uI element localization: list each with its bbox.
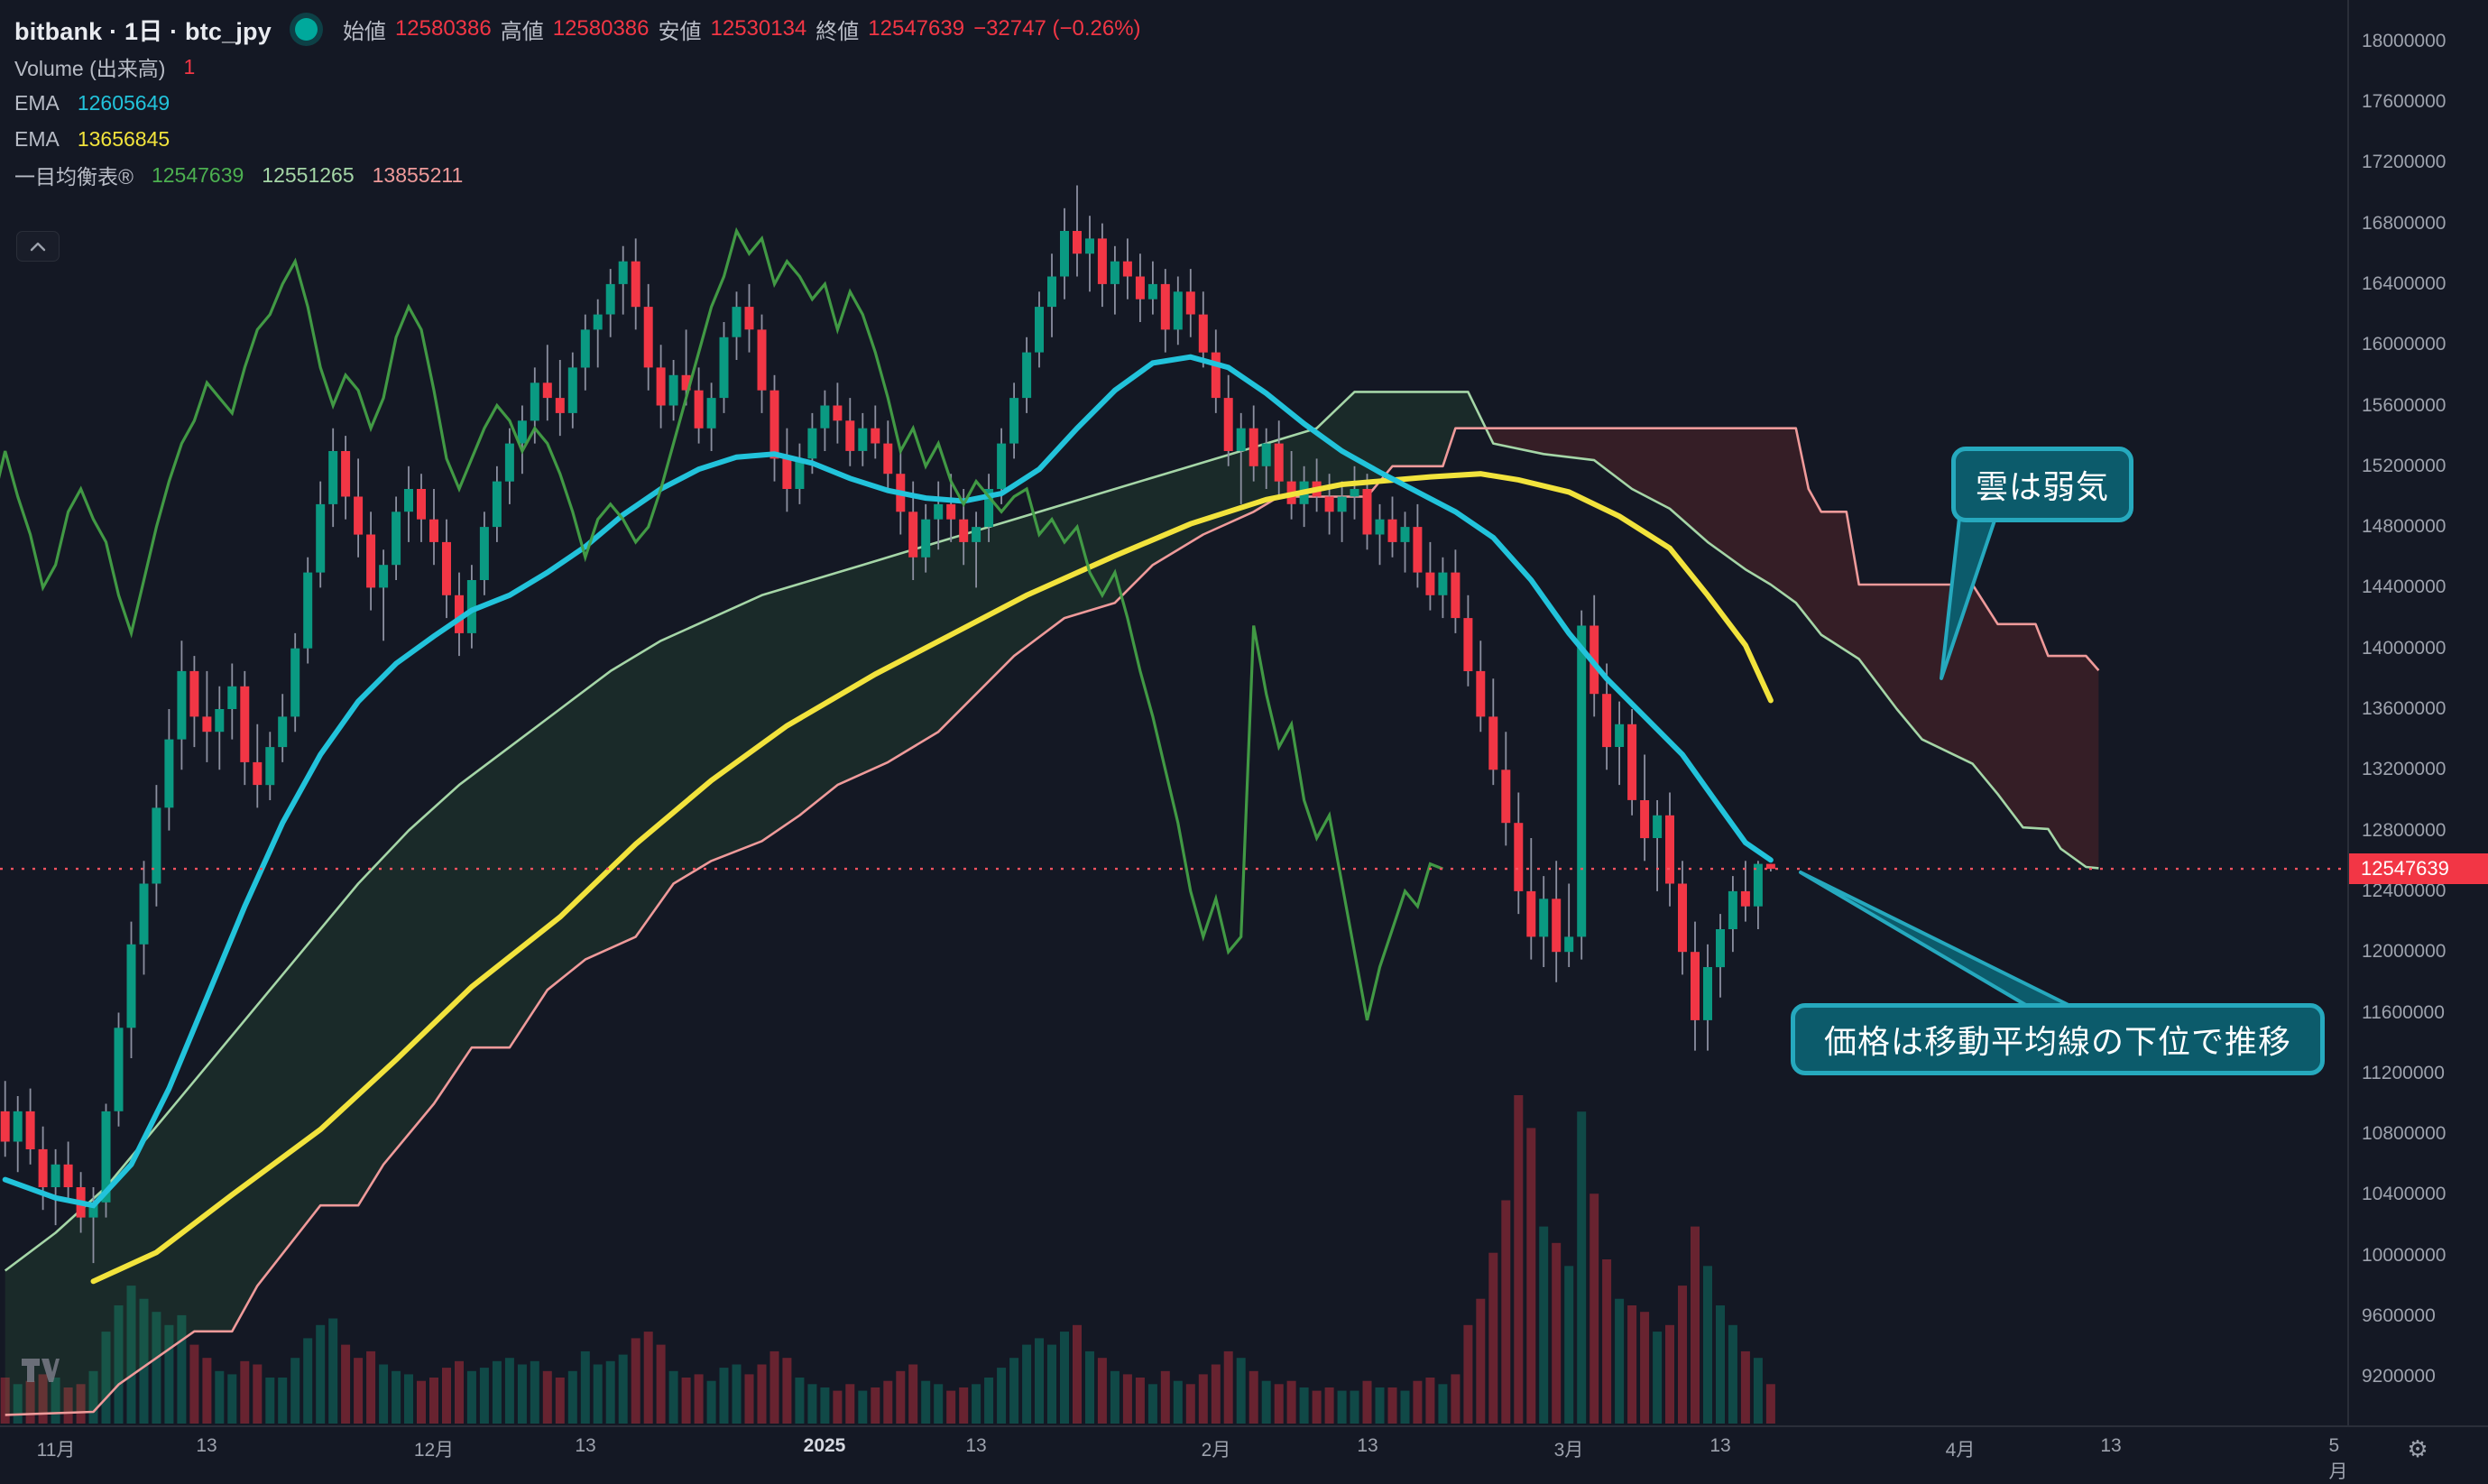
time-axis-label: 11月 [36, 1440, 76, 1461]
price-axis-label: 14000000 [2362, 638, 2447, 659]
time-axis-label: 13 [2100, 1435, 2122, 1456]
close-label: 終値 [816, 19, 860, 44]
ema-slow-label: EMA [14, 126, 60, 151]
price-axis-label: 9600000 [2362, 1305, 2436, 1326]
callout-text: 価格は移動平均線の下位で推移 [1823, 1023, 2291, 1060]
price-axis-label: 16000000 [2362, 334, 2447, 355]
price-axis[interactable]: 12547639 18000000 17600000 17200000 1680000… [2347, 0, 2488, 1425]
volume-label: Volume (出来高) [14, 57, 166, 80]
close-value: 12547639 [868, 16, 965, 41]
axis-corner: ⚙ [2347, 1425, 2488, 1470]
price-axis-label: 17600000 [2362, 91, 2447, 112]
chikou-layer [0, 226, 1443, 1021]
time-axis-label: 2月 [1201, 1440, 1231, 1461]
ichimoku-chikou-value: 12547639 [151, 162, 244, 187]
price-axis-label: 15200000 [2362, 456, 2447, 476]
price-axis-label: 12800000 [2362, 820, 2447, 841]
volume-value: 1 [183, 54, 196, 78]
last-price-label: 12547639 [2349, 853, 2488, 884]
price-axis-label: 10400000 [2362, 1184, 2447, 1204]
callout-text: 雲は弱気 [1975, 468, 2109, 505]
axis-settings-gear-icon[interactable]: ⚙ [2407, 1434, 2428, 1462]
time-axis-label: 2025 [803, 1435, 846, 1456]
price-axis-label: 12000000 [2362, 941, 2447, 962]
volume-layer [0, 1095, 1775, 1424]
price-axis-label: 9200000 [2362, 1366, 2436, 1387]
symbol-title[interactable]: bitbank · 1日 · btc_jpy [14, 17, 272, 45]
price-axis-label: 16400000 [2362, 273, 2447, 294]
ichimoku-legend-row[interactable]: 一目均衡表® 12547639 12551265 13855211 [14, 157, 1141, 193]
symbol-row[interactable]: bitbank · 1日 · btc_jpy 始値 12580386 高値 1258… [14, 9, 1141, 49]
candlesticks-layer [0, 185, 1775, 1264]
time-axis-label: 12月 [413, 1440, 455, 1461]
ema-fast-legend-row[interactable]: EMA 12605649 [14, 85, 1141, 121]
time-axis-label: 13 [196, 1435, 217, 1456]
moving-averages-layer [2, 354, 1774, 1285]
price-axis-label: 10000000 [2362, 1245, 2447, 1266]
ema-fast-value: 12605649 [77, 90, 170, 115]
time-axis[interactable]: 11月 13 12月 13 2025 13 2月 13 3月 13 4月 13 5月 [0, 1425, 2348, 1482]
chevron-up-icon [30, 242, 46, 251]
price-axis-label: 11600000 [2362, 1002, 2445, 1023]
ichimoku-senkou-b-value: 13855211 [372, 162, 464, 187]
time-axis-label: 13 [575, 1435, 596, 1456]
high-value: 12580386 [552, 16, 650, 41]
high-label: 高値 [500, 19, 544, 44]
price-axis-label: 13200000 [2362, 759, 2447, 779]
legend-collapse-button[interactable] [16, 231, 60, 262]
open-label: 始値 [342, 19, 386, 44]
price-axis-label: 14800000 [2362, 516, 2447, 537]
price-axis-label: 10800000 [2362, 1123, 2447, 1144]
ichimoku-senkou-a-value: 12551265 [262, 162, 355, 187]
chart-legend: bitbank · 1日 · btc_jpy 始値 12580386 高値 1258… [14, 9, 1141, 193]
price-axis-label: 15600000 [2362, 395, 2447, 416]
exchange-status-icon [294, 17, 318, 41]
callout-price-below-ma[interactable]: 価格は移動平均線の下位で推移 [1791, 1003, 2325, 1075]
low-value: 12530134 [710, 16, 807, 41]
time-axis-label: 3月 [1553, 1440, 1584, 1461]
time-axis-label: 5月 [2328, 1435, 2348, 1482]
ichimoku-cloud-layer [5, 392, 2099, 1415]
time-axis-label: 13 [1709, 1435, 1731, 1456]
time-axis-label: 4月 [1945, 1440, 1976, 1461]
price-axis-label: 18000000 [2362, 31, 2447, 51]
open-value: 12580386 [394, 16, 492, 41]
change-value: −32747 (−0.26%) [973, 16, 1141, 41]
price-axis-label: 17200000 [2362, 152, 2447, 172]
price-axis-label: 16800000 [2362, 213, 2447, 234]
price-axis-label: 12400000 [2362, 880, 2447, 901]
callout-cloud-bearish[interactable]: 雲は弱気 [1951, 447, 2133, 522]
ichimoku-label: 一目均衡表® [14, 165, 134, 189]
ohlc-values: 始値 12580386 高値 12580386 安値 12530134 終値 12547… [343, 14, 1141, 45]
price-axis-label: 14400000 [2362, 576, 2447, 597]
tradingview-logo-icon[interactable] [20, 1357, 61, 1388]
price-axis-label: 11200000 [2362, 1063, 2445, 1083]
time-axis-label: 13 [1357, 1435, 1378, 1456]
ema-slow-legend-row[interactable]: EMA 13656845 [14, 121, 1141, 157]
ema-fast-label: EMA [14, 90, 60, 115]
low-label: 安値 [658, 19, 702, 44]
price-axis-label: 13600000 [2362, 698, 2447, 719]
ema-slow-value: 13656845 [77, 126, 170, 151]
volume-legend-row[interactable]: Volume (出来高) 1 [14, 49, 1141, 85]
time-axis-label: 13 [965, 1435, 987, 1456]
